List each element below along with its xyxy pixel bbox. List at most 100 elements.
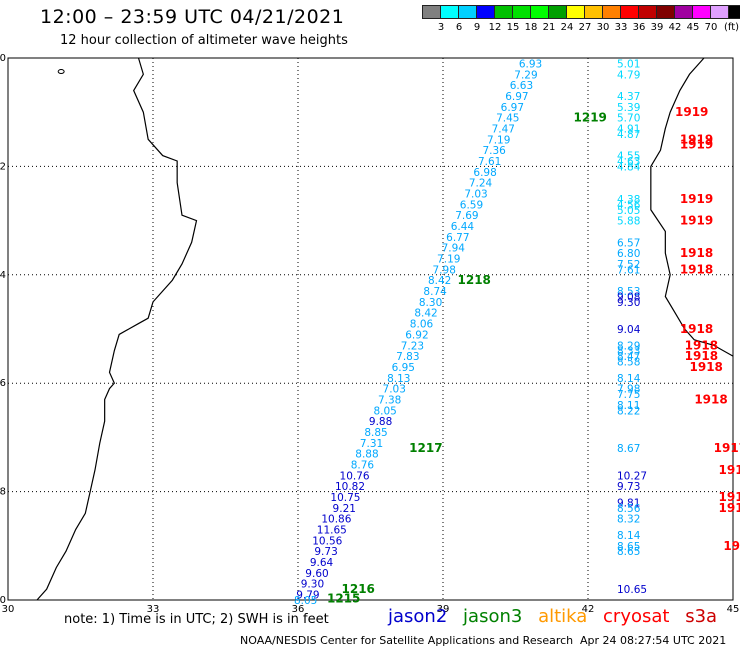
swh-observation: 8.67 xyxy=(617,443,640,455)
swh-observation: 5.01 xyxy=(617,58,640,70)
swh-observation: 6.95 xyxy=(392,362,415,374)
swh-observation: 4.56 xyxy=(617,199,641,211)
pass-number-label: 1216 xyxy=(342,582,375,596)
lat-tick-label: -22 xyxy=(0,161,6,172)
swh-observation: 8.30 xyxy=(419,297,442,309)
legend-altika: altika xyxy=(538,606,588,627)
pass-number-label: 1917 xyxy=(719,463,740,477)
swh-observation: 9.81 xyxy=(617,497,640,509)
pass-number-label: 1215 xyxy=(327,591,360,605)
colorbar-label: 6 xyxy=(455,22,463,33)
swh-observation: 7.94 xyxy=(442,243,466,255)
swh-observation: 8.65 xyxy=(617,541,640,553)
swh-observation: 8.53 xyxy=(617,286,640,298)
swh-observation: 7.69 xyxy=(455,210,478,222)
swh-observation: 8.85 xyxy=(364,427,387,439)
footer-date: Apr 24 08:27:54 UTC 2021 xyxy=(580,634,727,647)
colorbar-label: 24 xyxy=(560,22,574,33)
pass-number-label: 1918 xyxy=(680,262,713,276)
lat-tick-label: -24 xyxy=(0,270,6,281)
wave-height-observations: 6.937.296.636.976.977.457.477.197.367.61… xyxy=(294,58,647,607)
swh-observation: 8.33 xyxy=(617,346,640,358)
swh-observation: 8.74 xyxy=(423,286,447,298)
lat-lon-grid xyxy=(7,57,734,601)
colorbar-cell xyxy=(728,5,740,19)
swh-observation: 8.29 xyxy=(617,340,640,352)
lake-marker xyxy=(57,69,65,75)
colorbar-label: 33 xyxy=(614,22,628,33)
swh-observation: 10.75 xyxy=(330,492,360,504)
swh-observation: 9.04 xyxy=(617,324,641,336)
swh-observation: 9.64 xyxy=(310,557,334,569)
swh-observation: 10.82 xyxy=(335,481,365,493)
colorbar-label: 36 xyxy=(632,22,646,33)
pass-number-label: 1218 xyxy=(458,273,491,287)
colorbar-label: 21 xyxy=(542,22,556,33)
swh-observation: 8.11 xyxy=(617,400,640,412)
swh-observation: 5.88 xyxy=(617,216,640,228)
pass-number-label: 1918 xyxy=(680,246,713,260)
swh-observation: 8.05 xyxy=(294,595,317,607)
swh-observation: 7.23 xyxy=(401,340,424,352)
footer-credit: NOAA/NESDIS Center for Satellite Applica… xyxy=(240,634,574,647)
pass-labels: 1219121812171216121519191919191919191919… xyxy=(327,105,740,605)
swh-observation: 7.38 xyxy=(378,394,401,406)
coastline xyxy=(36,57,734,601)
swh-observation: 7.61 xyxy=(617,264,640,276)
swh-observation: 8.88 xyxy=(355,449,378,461)
swh-observation: 4.37 xyxy=(617,91,640,103)
pass-number-label: 1917 xyxy=(719,490,740,504)
colorbar-label: 45 xyxy=(686,22,700,33)
swh-observation: 8.56 xyxy=(617,503,641,515)
pass-number-label: 1918 xyxy=(685,338,718,352)
madagascar-coastline xyxy=(650,57,734,357)
legend-s3a: s3a xyxy=(685,606,718,627)
swh-observation: 7.61 xyxy=(478,156,501,168)
pass-number-label: 19 xyxy=(723,539,740,553)
legend-jason3: jason3 xyxy=(463,606,523,627)
swh-observation: 9.73 xyxy=(314,546,337,558)
swh-observation: 8.76 xyxy=(351,460,375,472)
lon-tick-label: 36 xyxy=(292,604,305,615)
swh-observation: 8.65 xyxy=(617,546,640,558)
map-title: 12:00 – 23:59 UTC 04/21/2021 xyxy=(40,6,345,28)
swh-observation: 7.19 xyxy=(487,134,510,146)
swh-observation: 7.03 xyxy=(383,384,406,396)
lat-tick-label: -20 xyxy=(0,53,6,64)
swh-observation: 8.13 xyxy=(387,373,410,385)
swh-observation: 7.03 xyxy=(464,189,487,201)
africa-coastline xyxy=(36,57,198,601)
lat-tick-label: -30 xyxy=(0,595,6,606)
swh-observation: 6.80 xyxy=(617,248,640,260)
colorbar-label: 42 xyxy=(668,22,682,33)
pass-number-label: 1919 xyxy=(680,132,713,146)
swh-observation: 7.36 xyxy=(482,145,506,157)
colorbar-unit: (ft) xyxy=(724,22,740,33)
colorbar-label: 27 xyxy=(578,22,592,33)
swh-observation: 8.32 xyxy=(617,514,640,526)
legend-jason2: jason2 xyxy=(388,606,448,627)
swh-observation: 5.05 xyxy=(617,205,640,217)
swh-observation: 7.31 xyxy=(360,438,383,450)
swh-observation: 8.58 xyxy=(617,357,640,369)
swh-observation: 7.98 xyxy=(617,384,640,396)
swh-observation: 8.06 xyxy=(410,319,434,331)
swh-observation: 6.44 xyxy=(451,221,475,233)
swh-observation: 6.92 xyxy=(405,329,428,341)
pass-number-label: 1919 xyxy=(680,192,713,206)
swh-observation: 9.60 xyxy=(305,568,328,580)
swh-observation: 8.42 xyxy=(414,308,437,320)
swh-observation: 7.47 xyxy=(492,123,515,135)
swh-observation: 4.79 xyxy=(617,69,640,81)
lon-tick-label: 42 xyxy=(582,604,595,615)
swh-observation: 6.59 xyxy=(460,199,483,211)
swh-observation: 4.63 xyxy=(617,156,640,168)
footer-note: note: 1) Time is in UTC; 2) SWH is in fe… xyxy=(64,612,329,627)
pass-number-label: 1918 xyxy=(685,349,718,363)
swh-observation: 8.22 xyxy=(617,405,640,417)
swh-observation: 6.98 xyxy=(473,167,496,179)
swh-observation: 10.76 xyxy=(340,470,370,482)
swh-observation: 4.91 xyxy=(617,123,640,135)
colorbar-label: 39 xyxy=(650,22,664,33)
